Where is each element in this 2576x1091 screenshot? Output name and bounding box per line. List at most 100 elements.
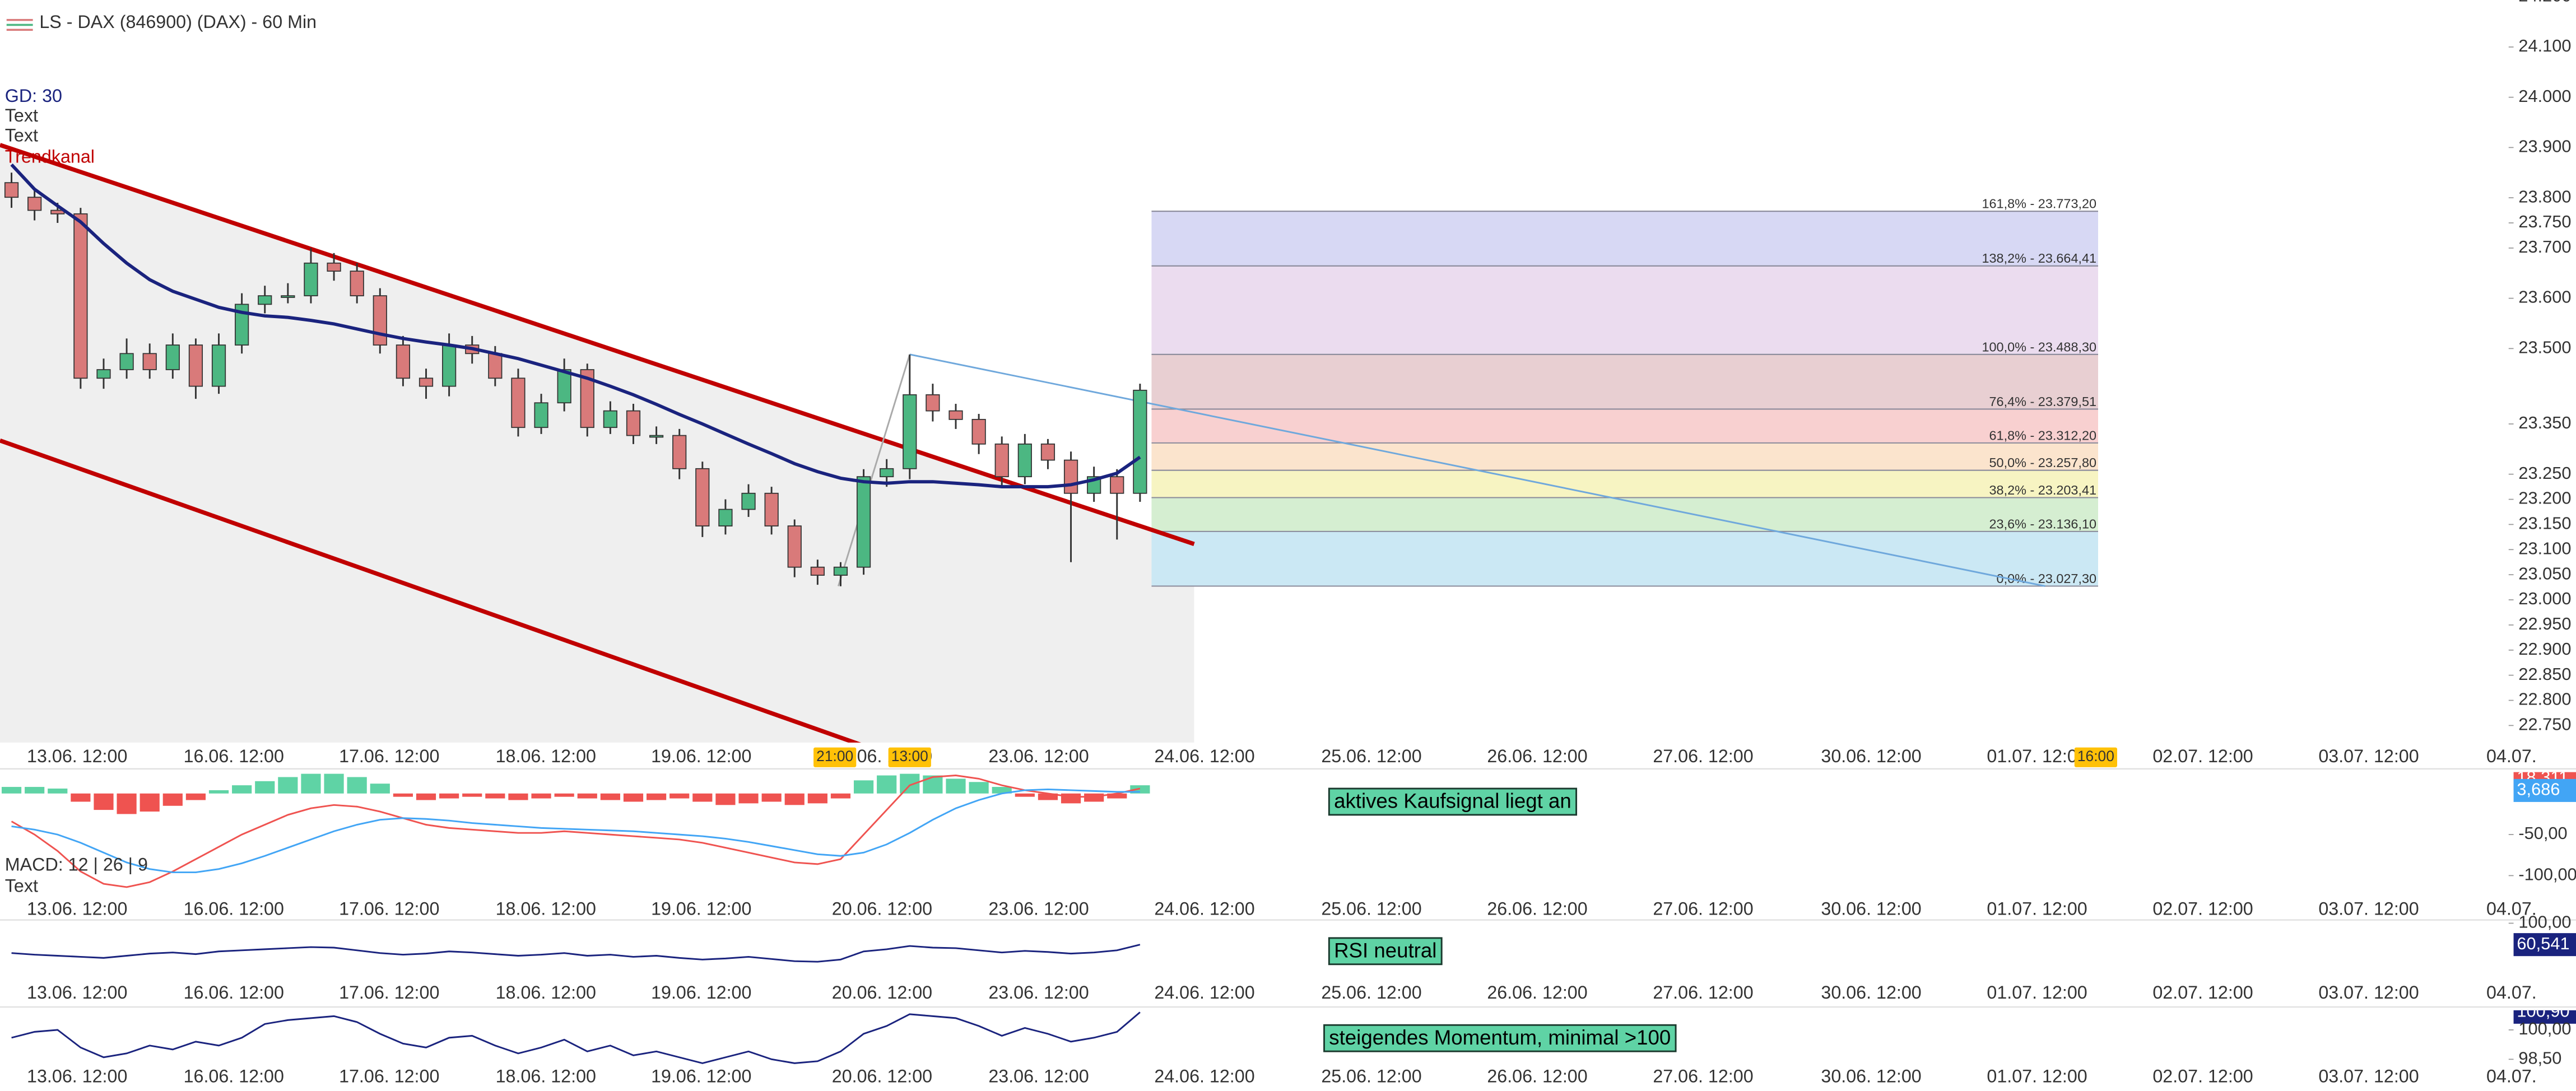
price-tag-label: 3,686 <box>2517 780 2560 799</box>
legend-entry: GD: 30 <box>5 86 62 106</box>
y-tick-label: -50,00 <box>2518 823 2567 843</box>
price-tag-label: 100,90 <box>2517 1001 2569 1021</box>
signal-text: aktives Kaufsignal liegt an <box>1334 790 1571 813</box>
x-tick-label: 23.06. 12:00 <box>988 1066 1089 1087</box>
histogram-bar <box>1107 793 1127 799</box>
y-tick-label: 23.750 <box>2518 212 2571 231</box>
fib-band <box>1151 409 2098 443</box>
histogram-bar <box>416 793 436 800</box>
price-tag <box>2513 379 2514 402</box>
x-tick-label: 13.06. 12:00 <box>27 1066 127 1087</box>
histogram-bar <box>25 787 45 794</box>
x-tick-label: 20.06. 12:00 <box>832 899 932 919</box>
candle-body <box>211 344 226 387</box>
candle-body <box>511 377 526 428</box>
x-tick-label: 25.06. 12:00 <box>1321 982 1421 1003</box>
candle-body <box>903 394 917 469</box>
y-tick-label: 23.900 <box>2518 137 2571 156</box>
histogram-bar <box>393 793 413 797</box>
indicator-line <box>11 1011 1141 1064</box>
session-flag-label: 16:00 <box>2077 748 2114 764</box>
x-tick-label: 16.06. 12:00 <box>184 1066 284 1087</box>
histogram-bar <box>439 793 459 799</box>
x-tick-label: 20.06. 12:00 <box>832 982 932 1003</box>
fib-label: 138,2% - 23.664,41 <box>1982 251 2096 265</box>
x-tick-label: 18.06. 12:00 <box>496 899 596 919</box>
histogram-bar <box>647 793 667 800</box>
candle-body <box>880 468 894 478</box>
y-tick-label: 23.050 <box>2518 563 2571 583</box>
histogram-bar <box>877 775 897 794</box>
candle-body <box>787 525 802 568</box>
fib-label: 61,8% - 23.312,20 <box>1989 428 2097 442</box>
panel: 60,541 <box>11 933 2576 963</box>
x-tick-label: 04.07. <box>2486 982 2537 1003</box>
y-tick-label: 23.700 <box>2518 237 2571 257</box>
x-tick-label: 27.06. 12:00 <box>1653 899 1753 919</box>
candle-body <box>165 344 180 370</box>
x-tick-label: 23.06. 12:00 <box>988 982 1089 1003</box>
histogram-bar <box>370 784 390 794</box>
y-tick-label: 23.250 <box>2518 463 2571 483</box>
channel-area <box>0 144 1194 743</box>
candle-body <box>695 468 710 526</box>
candle-body <box>73 213 88 379</box>
candle-body <box>1063 459 1078 494</box>
x-tick-label: 25.06. 12:00 <box>1321 1066 1421 1087</box>
fib-label: 50,0% - 23.257,80 <box>1989 455 2097 470</box>
y-tick-label: 23.100 <box>2518 538 2571 558</box>
candle-body <box>4 182 19 198</box>
candle-body <box>488 353 503 379</box>
indicator-line <box>11 944 1141 963</box>
histogram-bar <box>1015 793 1035 797</box>
fib-label: 161,8% - 23.773,20 <box>1982 197 2096 211</box>
y-tick-label: 100,00 <box>2518 1019 2571 1038</box>
chart-title: LS - DAX (846900) (DAX) - 60 Min <box>39 12 317 32</box>
x-tick-label: 02.07. 12:00 <box>2152 982 2253 1003</box>
panel-axis: 100,00 98,50 13.06. 12:00 16.06. 12:00 17.06… <box>0 1006 2576 1087</box>
histogram-bar <box>162 793 183 806</box>
x-tick-label: 04.07. <box>2486 1066 2537 1087</box>
candle-body <box>994 443 1009 478</box>
x-tick-label: 26.06. 12:00 <box>1487 1066 1587 1087</box>
x-tick-label: 18.06. 12:00 <box>496 746 596 766</box>
price-tag-label: 23.417 <box>2517 379 2569 399</box>
moving-average <box>10 163 1141 489</box>
x-tick-label: 17.06. 12:00 <box>339 899 439 919</box>
legend-entry: Trendkanal <box>5 146 95 166</box>
trend-line <box>909 353 2045 587</box>
histogram-bar <box>784 793 805 805</box>
histogram-bar <box>462 793 482 797</box>
session-flag-label: 21:00 <box>816 748 853 764</box>
fib-band <box>1151 470 2098 498</box>
session-flag <box>888 747 931 767</box>
candle-body <box>1110 476 1124 494</box>
x-tick-label: 30.06. 12:00 <box>1821 1066 1921 1087</box>
histogram-bar <box>140 793 160 812</box>
histogram-bar <box>923 775 943 794</box>
histogram-bar <box>232 785 252 794</box>
fib-label: 23,6% - 23.136,10 <box>1989 516 2097 531</box>
x-tick-label: 20.06. 12:00 <box>832 1066 932 1087</box>
x-tick-label: 17.06. 12:00 <box>339 982 439 1003</box>
candle-body <box>419 377 434 387</box>
candle-body <box>281 295 295 298</box>
candle-body <box>96 369 111 379</box>
y-tick-label: -100,00 <box>2518 865 2576 884</box>
x-tick-label: 02.07. 12:00 <box>2152 899 2253 919</box>
histogram-bar <box>1 787 22 794</box>
x-tick-label: 25.06. 12:00 <box>1321 746 1421 766</box>
x-tick-label: 13.06. 12:00 <box>27 899 127 919</box>
price-tag <box>2513 441 2514 464</box>
candle-body <box>327 262 341 272</box>
histogram-bar <box>946 778 966 794</box>
candle-body <box>557 369 571 404</box>
price-tag-label: 23.293 <box>2517 441 2569 461</box>
candle-body <box>119 353 134 370</box>
x-tick-label: 03.07. 12:00 <box>2318 899 2419 919</box>
x-tick-label: 25.06. 12:00 <box>1321 899 1421 919</box>
candle-body <box>626 410 641 436</box>
y-tick-label: 22.950 <box>2518 614 2571 633</box>
